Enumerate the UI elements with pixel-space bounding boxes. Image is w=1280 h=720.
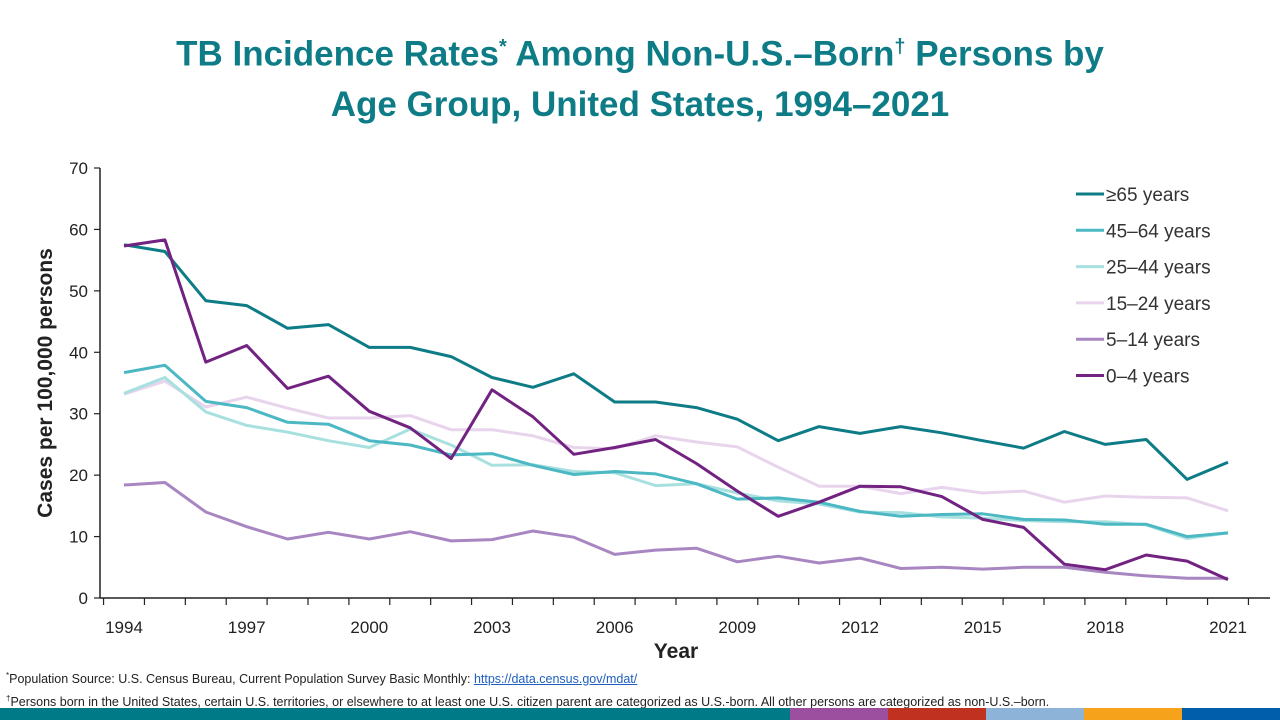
y-tick-label: 30 bbox=[69, 405, 88, 424]
footnotes: *Population Source: U.S. Census Bureau, … bbox=[6, 666, 1049, 712]
x-tick-label: 1997 bbox=[228, 618, 266, 637]
footnote-2-text: Persons born in the United States, certa… bbox=[10, 695, 1050, 710]
series-line-0-4-years bbox=[123, 238, 1229, 581]
footer-band-segment bbox=[888, 708, 986, 720]
chart-title: TB Incidence Rates* Among Non-U.S.–Born†… bbox=[0, 22, 1280, 130]
series-line-15-24-years bbox=[123, 379, 1229, 513]
footnote-1-text: Population Source: U.S. Census Bureau, C… bbox=[9, 672, 474, 687]
x-tick-label: 2012 bbox=[841, 618, 879, 637]
x-tick-label: 1994 bbox=[105, 618, 143, 637]
series-line-5-14-years bbox=[123, 481, 1228, 580]
footer-color-band bbox=[0, 708, 1280, 720]
title-text-b: Among Non-U.S.–Born bbox=[506, 34, 895, 74]
series-lines bbox=[123, 238, 1229, 581]
axes bbox=[94, 167, 1270, 605]
y-tick-label: 70 bbox=[69, 159, 88, 178]
footnote-2-mark: † bbox=[6, 694, 11, 704]
x-tick-label: 2018 bbox=[1086, 618, 1124, 637]
title-text-a: TB Incidence Rates bbox=[176, 34, 499, 74]
footnote-1-mark: * bbox=[6, 671, 10, 680]
series-line-25-44-years bbox=[123, 376, 1229, 540]
y-tick-label: 40 bbox=[69, 343, 88, 362]
footer-band-segment bbox=[1084, 708, 1182, 720]
y-tick-label: 0 bbox=[79, 589, 88, 608]
y-tick-label: 20 bbox=[69, 466, 88, 485]
footer-band-segment bbox=[790, 708, 888, 720]
x-tick-label: 2021 bbox=[1209, 618, 1247, 637]
x-tick-label: 2009 bbox=[718, 618, 756, 637]
y-axis-label: Cases per 100,000 persons bbox=[34, 248, 57, 518]
legend-label: ≥65 years bbox=[1106, 185, 1189, 206]
census-link[interactable]: https://data.census.gov/mdat/ bbox=[473, 672, 638, 687]
title-line-1: TB Incidence Rates* Among Non-U.S.–Born†… bbox=[0, 22, 1280, 80]
y-tick-label: 10 bbox=[69, 528, 88, 547]
title-dagger: † bbox=[894, 36, 906, 58]
footer-band-segment bbox=[986, 708, 1084, 720]
x-tick-label: 2006 bbox=[596, 618, 634, 637]
footer-band-segment bbox=[1182, 708, 1280, 720]
x-axis-label: Year bbox=[654, 640, 698, 663]
legend-label: 15–24 years bbox=[1106, 294, 1211, 315]
title-asterisk: * bbox=[498, 36, 507, 58]
x-tick-label: 2000 bbox=[350, 618, 388, 637]
legend-label: 45–64 years bbox=[1106, 221, 1211, 242]
legend-label: 0–4 years bbox=[1106, 367, 1189, 388]
y-tick-label: 50 bbox=[69, 282, 88, 301]
footnote-1: *Population Source: U.S. Census Bureau, … bbox=[6, 666, 1049, 689]
title-text-c: Persons by bbox=[905, 34, 1104, 74]
legend-label: 5–14 years bbox=[1106, 330, 1200, 351]
y-tick-label: 60 bbox=[69, 220, 88, 239]
footnote-2: †Persons born in the United States, cert… bbox=[6, 689, 1049, 712]
x-tick-label: 2003 bbox=[473, 618, 511, 637]
footer-band-segment bbox=[0, 708, 790, 720]
series-line--65-years bbox=[123, 243, 1229, 481]
legend: ≥65 years 45–64 years 25–44 years 15–24 yea… bbox=[1076, 185, 1211, 388]
tick-labels: 0 10 20 30 40 50 60 70 1994 1997 2000 2003 2006 2009 2… bbox=[69, 159, 1247, 637]
legend-label: 25–44 years bbox=[1106, 258, 1211, 279]
title-line-2: Age Group, United States, 1994–2021 bbox=[330, 84, 950, 124]
x-tick-label: 2015 bbox=[964, 618, 1002, 637]
series-line-45-64-years bbox=[123, 363, 1229, 539]
